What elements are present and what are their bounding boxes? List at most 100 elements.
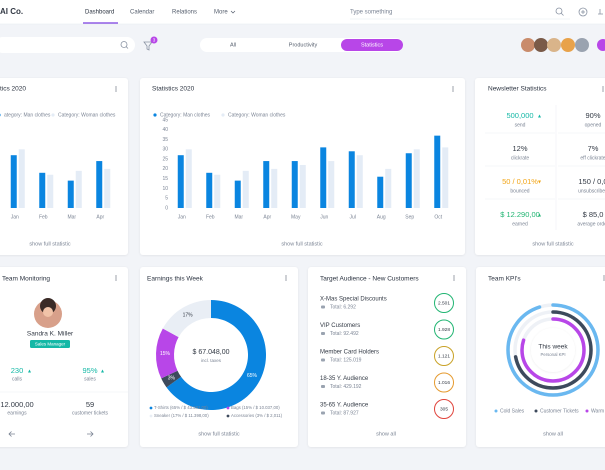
card xyxy=(308,267,466,447)
menu-dot[interactable] xyxy=(603,279,605,281)
card-title: Team KPI's xyxy=(488,276,521,283)
trend-up xyxy=(538,213,541,217)
menu-dot[interactable] xyxy=(285,277,287,279)
legend-label: Category: Woman clothes xyxy=(228,112,286,118)
menu-dot[interactable] xyxy=(602,86,604,88)
legend-dot xyxy=(226,406,230,410)
member-name: Sandra K. Miller xyxy=(27,331,74,338)
card-footer[interactable]: show all xyxy=(376,431,396,437)
menu-dot[interactable] xyxy=(115,275,117,277)
card-title: Newsletter Statistics xyxy=(488,86,547,93)
count-badge xyxy=(434,372,454,393)
menu-dot[interactable] xyxy=(115,90,117,92)
segment-label: 3% xyxy=(168,376,176,382)
card-footer[interactable]: show full statistic xyxy=(29,241,71,247)
menu-dot[interactable] xyxy=(115,86,117,88)
card-footer[interactable]: show full statistic xyxy=(532,241,574,247)
nav-icons[interactable] xyxy=(555,7,603,17)
stat-value: 90% xyxy=(585,111,600,120)
legend-label: Category: Woman clothes xyxy=(58,112,116,118)
legend-label: Bags (15% / $ 10.037,00) xyxy=(231,405,280,410)
arrow-left[interactable] xyxy=(8,431,15,437)
menu-dot[interactable] xyxy=(452,90,454,92)
donut-total: $ 67.048,00 xyxy=(193,349,230,356)
role-badge xyxy=(30,340,70,348)
x-tick-label: Feb xyxy=(39,214,48,220)
bar xyxy=(177,155,184,208)
bar xyxy=(320,147,327,208)
ring xyxy=(520,317,586,383)
stat-value: 150 / 0,0 xyxy=(578,177,605,186)
search-icon[interactable] xyxy=(120,41,129,49)
ring xyxy=(506,303,600,397)
menu-dot[interactable] xyxy=(285,275,287,277)
menu-dot[interactable] xyxy=(285,279,287,281)
stat-label: earned xyxy=(512,221,528,227)
card-footer[interactable]: show full statistic xyxy=(198,431,240,437)
ring xyxy=(513,310,593,390)
x-tick-label: Jan xyxy=(11,214,19,220)
bar xyxy=(206,172,213,208)
arrow-right[interactable] xyxy=(87,431,94,437)
audience-count: 1.928 xyxy=(438,327,450,333)
stat-value: 12% xyxy=(512,144,527,153)
y-tick-label: 30 xyxy=(162,147,168,153)
card-footer[interactable]: show all xyxy=(543,431,563,437)
card-footer[interactable]: show full statistic xyxy=(281,241,323,247)
legend-dot xyxy=(494,409,498,413)
card-title: Team Monitoring xyxy=(2,276,50,283)
count-badge xyxy=(434,319,454,340)
x-tick-label: Jun xyxy=(320,214,328,220)
nav-link[interactable]: Relations xyxy=(172,10,197,16)
tab-active[interactable] xyxy=(341,39,403,51)
stat-label: earnings xyxy=(7,410,27,416)
legend-label: Sneaker (17% / $ 11.398,00) xyxy=(154,413,209,418)
donut-segment xyxy=(162,300,211,338)
nav-link[interactable]: More xyxy=(214,10,228,16)
search-field[interactable] xyxy=(0,37,135,53)
role: Sales Manager xyxy=(35,341,66,346)
x-tick-label: Sep xyxy=(405,214,414,220)
bar xyxy=(234,180,241,208)
tab[interactable]: Statistics xyxy=(361,42,383,48)
bar xyxy=(214,174,221,208)
legend-dot xyxy=(221,113,225,117)
legend-dot xyxy=(153,113,157,117)
bar xyxy=(185,149,192,208)
x-tick-label: Apr xyxy=(263,214,271,220)
menu-dot[interactable] xyxy=(115,279,117,281)
menu-dot[interactable] xyxy=(452,88,454,90)
bar xyxy=(356,155,363,208)
donut-segment xyxy=(166,300,267,410)
menu-dot[interactable] xyxy=(602,88,604,90)
legend-dot xyxy=(585,409,589,413)
menu-dot[interactable] xyxy=(602,90,604,92)
menu-dot[interactable] xyxy=(452,86,454,88)
menu-dot[interactable] xyxy=(453,275,455,277)
avatars xyxy=(521,38,605,52)
trend-up xyxy=(28,369,31,373)
search[interactable]: Type something xyxy=(350,10,392,16)
menu-dot[interactable] xyxy=(115,88,117,90)
audience-name: 18-35 Y. Audience xyxy=(320,376,369,382)
menu-dot[interactable] xyxy=(115,277,117,279)
nav-link[interactable]: Dashboard xyxy=(85,10,114,16)
brand: AI Co. xyxy=(0,7,23,16)
nav-link[interactable]: Calendar xyxy=(130,10,154,16)
trend-down xyxy=(538,180,541,184)
menu-dot[interactable] xyxy=(603,275,605,277)
tab[interactable]: All xyxy=(230,42,236,48)
bar xyxy=(242,170,249,208)
audience-name: VIP Customers xyxy=(320,323,360,329)
count-badge xyxy=(434,293,454,313)
menu-dot[interactable] xyxy=(603,277,605,279)
menu-dot[interactable] xyxy=(453,277,455,279)
bar xyxy=(10,155,17,208)
bar xyxy=(271,168,278,208)
stat-value: $ 12.290,00 xyxy=(500,210,540,219)
filter-icon[interactable] xyxy=(143,41,153,51)
y-tick-label: 40 xyxy=(162,127,168,133)
tab[interactable]: Productivity xyxy=(289,42,318,48)
menu-dot[interactable] xyxy=(453,279,455,281)
bar xyxy=(385,168,392,208)
